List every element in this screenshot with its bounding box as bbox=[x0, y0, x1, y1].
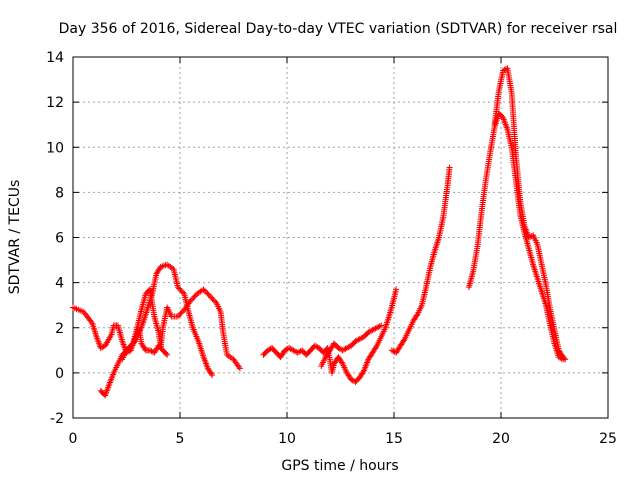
chart-title: Day 356 of 2016, Sidereal Day-to-day VTE… bbox=[59, 21, 618, 37]
data-point bbox=[176, 312, 183, 319]
x-tick-label: 20 bbox=[492, 431, 510, 447]
y-tick-label: 14 bbox=[46, 50, 64, 66]
y-tick-label: 2 bbox=[55, 321, 64, 337]
data-point bbox=[360, 368, 367, 375]
y-tick-label: 4 bbox=[55, 276, 64, 292]
data-point bbox=[174, 284, 181, 291]
series-arc4 bbox=[260, 286, 400, 385]
data-point bbox=[126, 344, 133, 351]
data-point bbox=[236, 365, 243, 372]
x-tick-label: 5 bbox=[176, 431, 185, 447]
data-point bbox=[376, 323, 383, 330]
data-point bbox=[163, 350, 170, 357]
data-point bbox=[208, 294, 215, 301]
data-point bbox=[124, 345, 131, 352]
data-point bbox=[212, 298, 219, 305]
series-arc5 bbox=[318, 322, 385, 370]
data-point bbox=[210, 297, 217, 304]
data-point bbox=[191, 293, 198, 300]
y-tick-label: 6 bbox=[55, 231, 64, 247]
axis-ticks: 0 5 10 15 20 25 -2 0 2 4 6 8 10 12 14 bbox=[46, 50, 617, 447]
y-tick-label: 8 bbox=[55, 185, 64, 201]
series-arc8 bbox=[491, 65, 569, 363]
data-point bbox=[178, 288, 185, 295]
data-point bbox=[127, 343, 134, 350]
series-arc2 bbox=[97, 261, 216, 399]
data-point bbox=[178, 309, 185, 316]
x-tick-label: 15 bbox=[385, 431, 403, 447]
data-point bbox=[378, 322, 385, 329]
series-arc6 bbox=[388, 164, 453, 356]
y-axis-label: SDTVAR / TECUs bbox=[7, 180, 23, 295]
data-point bbox=[205, 291, 212, 298]
x-axis-label: GPS time / hours bbox=[281, 458, 398, 474]
data-point bbox=[200, 286, 207, 293]
series-arc3 bbox=[119, 286, 243, 372]
data-point bbox=[393, 286, 400, 293]
data-point bbox=[561, 355, 568, 362]
data-point bbox=[201, 287, 208, 294]
data-point bbox=[373, 344, 380, 351]
data-point bbox=[177, 310, 184, 317]
data-point bbox=[562, 356, 569, 363]
data-point bbox=[400, 337, 407, 344]
x-tick-label: 0 bbox=[69, 431, 78, 447]
data-point bbox=[188, 296, 195, 303]
data-point bbox=[206, 293, 213, 300]
data-point bbox=[446, 164, 453, 171]
data-marks bbox=[70, 65, 569, 399]
data-point bbox=[164, 351, 171, 358]
data-point bbox=[88, 318, 95, 325]
data-point bbox=[123, 347, 130, 354]
data-point bbox=[174, 313, 181, 320]
y-tick-label: 0 bbox=[55, 366, 64, 382]
x-tick-label: 10 bbox=[278, 431, 296, 447]
y-tick-label: 10 bbox=[46, 140, 64, 156]
data-point bbox=[413, 312, 420, 319]
data-point bbox=[190, 294, 197, 301]
data-point bbox=[209, 295, 216, 302]
data-point bbox=[338, 359, 345, 366]
data-point bbox=[204, 290, 211, 297]
y-tick-label: 12 bbox=[46, 95, 64, 111]
x-tick-label: 25 bbox=[599, 431, 617, 447]
data-point bbox=[209, 372, 216, 379]
data-point bbox=[179, 289, 186, 296]
data-point bbox=[128, 341, 135, 348]
data-point bbox=[187, 297, 194, 304]
data-point bbox=[177, 286, 184, 293]
data-point bbox=[203, 289, 210, 296]
data-point bbox=[176, 285, 183, 292]
data-point bbox=[208, 370, 215, 377]
y-tick-label: -2 bbox=[50, 411, 64, 427]
